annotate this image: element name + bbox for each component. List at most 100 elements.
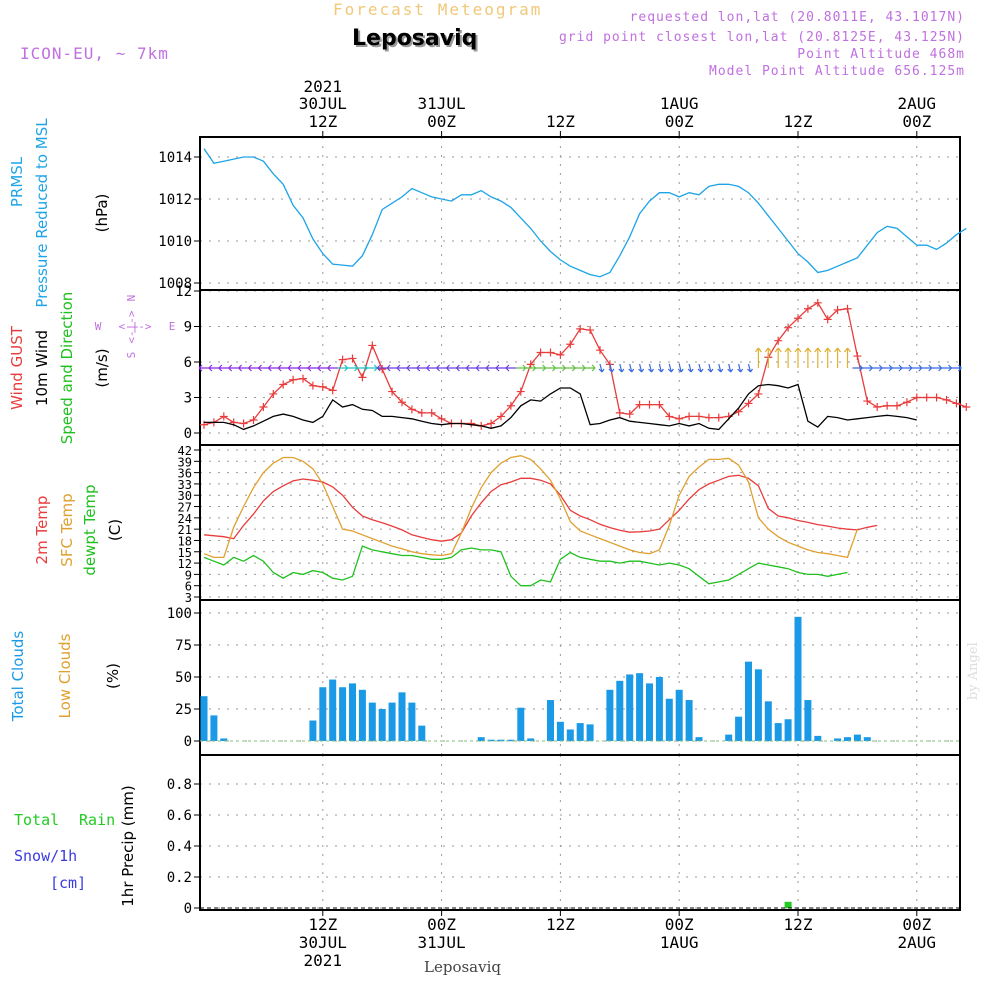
wind-direction-arrow <box>257 364 269 372</box>
y-tick-label: 1010 <box>158 234 192 250</box>
wind-unit-label: (m/s) <box>93 348 111 387</box>
precip-rain-label: Rain <box>79 811 115 829</box>
wind-direction-arrow <box>862 364 873 372</box>
temp-dewpt-line <box>203 545 848 587</box>
clouds-low-label: Low Clouds <box>56 633 74 718</box>
wind-direction-arrow <box>575 364 586 372</box>
wind-gust-marker <box>952 399 961 408</box>
wind-gust-marker <box>328 386 337 395</box>
pressure-line <box>203 148 967 278</box>
wind-gust-marker <box>388 387 397 396</box>
wind-gust-marker <box>249 415 258 424</box>
cloud-bar <box>774 723 782 741</box>
wind-gust-marker <box>506 401 515 410</box>
wind-direction-arrow <box>618 363 625 373</box>
top-time-label-date: 2AUG <box>898 94 937 113</box>
cloud-bar <box>606 689 614 741</box>
wind-gust-marker <box>219 412 228 421</box>
y-tick-label: 33 <box>178 478 192 492</box>
wind-direction-arrow <box>386 364 398 372</box>
cloud-bar <box>408 702 416 741</box>
cloud-bar <box>487 739 495 742</box>
precip-snow-unit-label: [cm] <box>50 874 86 892</box>
wind-gust-marker <box>962 402 971 411</box>
y-tick-label: 0 <box>184 734 192 750</box>
clouds-total-label: Total Clouds <box>9 631 27 723</box>
wind-gust-marker <box>615 408 624 417</box>
cloud-bar <box>339 687 347 741</box>
bottom-time-label-year: 2021 <box>304 951 343 970</box>
wind-gust-marker <box>596 346 604 355</box>
wind-direction-arrow <box>495 364 506 372</box>
wind-direction-arrow <box>941 364 952 372</box>
y-tick-label: 0.6 <box>167 808 192 824</box>
wind-direction-arrow <box>814 347 822 368</box>
wind-gust-marker <box>843 304 852 313</box>
point-altitude: Point Altitude 468m <box>797 47 965 62</box>
wind-direction-arrow <box>892 364 903 372</box>
wind-direction-arrow <box>697 363 704 373</box>
wind-direction-arrow <box>931 364 943 372</box>
precip-axis-label: 1hr Precip (mm) <box>119 785 137 906</box>
cloud-bar <box>655 677 663 741</box>
wind-direction-arrow <box>238 364 249 372</box>
wind-direction-arrow <box>872 364 883 372</box>
wind-gust-marker <box>645 400 654 409</box>
cloud-bar <box>863 737 871 741</box>
wind-gust-marker <box>625 410 634 419</box>
wind-direction-arrow <box>396 364 407 372</box>
cloud-bar <box>626 674 634 741</box>
wind-direction-arrow <box>307 364 318 372</box>
wind-gust-marker <box>407 405 416 414</box>
wind-direction-arrow <box>951 364 962 372</box>
wind-direction-arrow <box>287 364 299 372</box>
wind-gust-marker <box>873 402 882 411</box>
panel-frame <box>199 136 961 291</box>
temp-sfc-label: SFC Temp <box>58 493 76 566</box>
bottom-time-label-date: 31JUL <box>418 933 466 952</box>
wind-gust-marker <box>378 365 387 374</box>
bottom-time-label-hour: 00Z <box>665 915 694 934</box>
wind-direction-arrow <box>565 364 576 372</box>
wind-gust-marker <box>922 393 931 402</box>
wind-direction-arrow <box>852 364 863 372</box>
wind-gust-marker <box>655 400 664 409</box>
cloud-bar <box>309 720 317 741</box>
y-tick-label: 0.8 <box>167 777 192 793</box>
clouds-unit-label: (%) <box>104 663 122 689</box>
wind-direction-arrow <box>406 364 417 372</box>
wind-gust-marker <box>893 401 901 410</box>
wind-gust-marker <box>853 352 862 361</box>
wind-direction-arrow <box>198 364 209 372</box>
y-tick-label: 9 <box>184 320 192 336</box>
cloud-bar <box>210 715 218 741</box>
cloud-bar <box>784 719 792 741</box>
wind-gust-marker <box>833 305 842 314</box>
wind-gust-marker <box>883 401 892 410</box>
wind-direction-arrow <box>426 364 437 372</box>
top-time-label-hour: 00Z <box>902 112 931 131</box>
wind-gust-label: Wind GUST <box>8 325 26 410</box>
wind-gust-marker <box>546 348 555 357</box>
meteogram-subtitle: Forecast Meteogram <box>333 0 543 19</box>
cloud-bar <box>547 700 554 741</box>
wind-direction-arrow <box>416 364 427 372</box>
wind-gust-marker <box>516 387 525 396</box>
cloud-bar <box>853 734 861 741</box>
y-tick-label: 6 <box>184 355 192 371</box>
wind-gust-marker <box>526 360 535 369</box>
wind-gust-marker <box>932 393 941 402</box>
wind-gust-marker <box>348 354 357 363</box>
wind-direction-arrow <box>376 364 388 372</box>
wind-10m-line <box>204 383 917 431</box>
wind-direction-arrow <box>545 364 556 372</box>
y-tick-label: 75 <box>175 638 192 654</box>
pressure-label-msl: Pressure Reduced to MSL <box>33 118 51 308</box>
wind-direction-arrow <box>598 363 605 373</box>
wind-gust-marker <box>398 398 406 407</box>
wind-gust-marker <box>695 412 703 421</box>
y-tick-label: 9 <box>185 568 192 582</box>
station-title: Leposaviq <box>352 26 478 51</box>
temp-sfc-line <box>203 455 859 559</box>
